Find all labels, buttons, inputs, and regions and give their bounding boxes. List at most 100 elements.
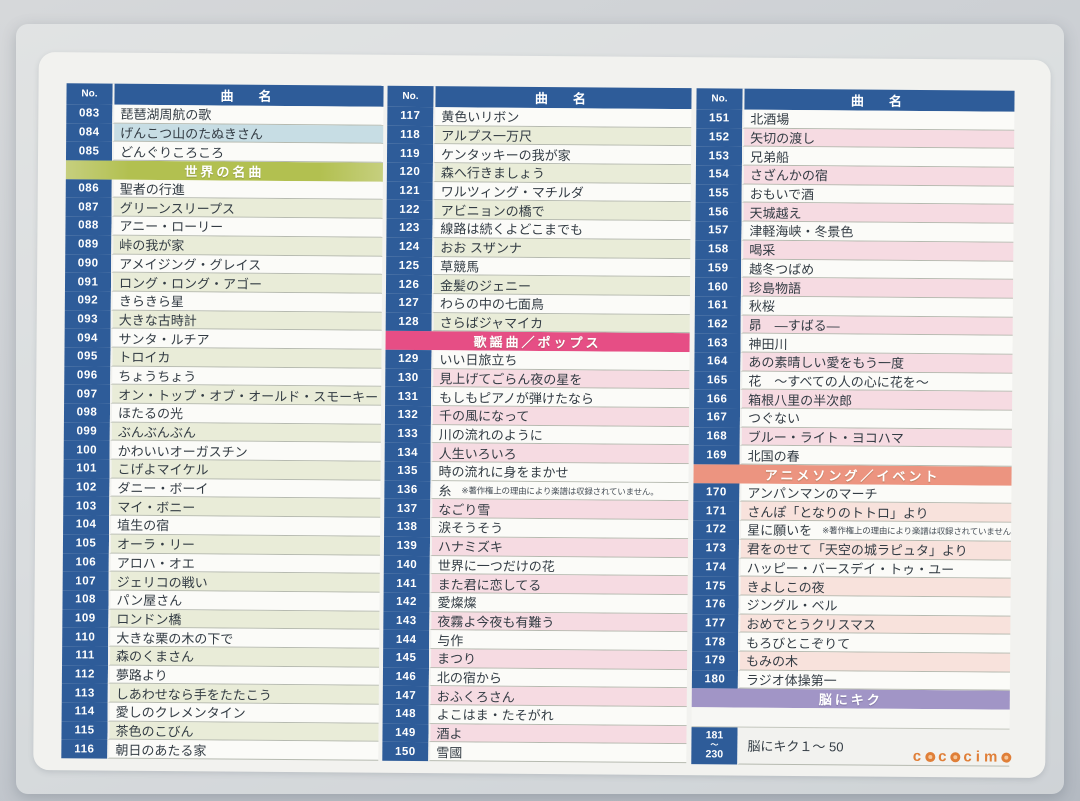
song-title-cell: ハッピー・バースデイ・トゥ・ユー [738, 558, 1011, 579]
song-number: 162 [694, 314, 741, 334]
song-title: 森のくまさん [116, 648, 195, 665]
song-title: 愛燦燦 [437, 595, 477, 611]
song-title-cell: ほたるの光 [109, 403, 382, 425]
song-title-cell: 天城越え [741, 202, 1014, 224]
song-row: 163 神田川 [694, 333, 1013, 355]
song-title: 黄色いリボン [441, 109, 520, 126]
song-number: 155 [695, 183, 742, 203]
song-number: 118 [387, 125, 434, 145]
song-title-cell: つぐない [739, 408, 1013, 430]
song-title: 夢路より [115, 667, 168, 684]
song-title-cell: 夢路より [107, 665, 380, 687]
song-number: 139 [383, 536, 431, 556]
song-title: ハッピー・バースデイ・トゥ・ユー [746, 560, 955, 578]
song-row: 097 オン・トップ・オブ・オールド・スモーキー [64, 384, 382, 406]
song-number: 136 [384, 480, 431, 500]
song-row: 177 おめでとうクリスマス [692, 613, 1011, 635]
song-title-cell: トロイカ [110, 347, 382, 369]
song-row: 122 アビニョンの橋で [386, 200, 691, 222]
song-title-cell: ぶんぶんぶん [109, 422, 381, 444]
song-number: 116 [61, 739, 108, 759]
song-title-cell: 愛しのクレメンタイン [107, 702, 379, 724]
song-title-cell: 涙そうそう [430, 518, 689, 539]
song-title: 茶色のこびん [115, 723, 194, 740]
song-title-cell: ロンドン橋 [108, 609, 380, 630]
song-title-cell: 千の風になって [430, 406, 690, 427]
song-title: 酒よ [436, 726, 463, 742]
song-number: 128 [385, 312, 432, 332]
column-header-name: 曲 名 [433, 86, 692, 110]
song-number: 089 [65, 235, 112, 255]
song-row: 090 アメイジング・グレイス [65, 253, 383, 275]
section-band: 歌謡曲／ポップス [385, 331, 690, 353]
song-number: 111 [62, 646, 109, 666]
song-row: 141 また君に恋してる [383, 573, 688, 596]
song-number: 169 [693, 445, 740, 465]
song-title: 大きな古時計 [118, 312, 197, 329]
song-title-cell: 雪國 [428, 742, 687, 764]
song-number: 178 [692, 632, 739, 652]
song-number: 176 [692, 595, 739, 615]
song-title-cell: 川の流れのように [430, 424, 689, 446]
song-row: 151 北酒場 [696, 109, 1015, 131]
song-title: おお スザンナ [440, 240, 522, 256]
song-title-cell: アルプス一万尺 [433, 125, 692, 147]
song-title-cell: ブルー・ライト・ヨコハマ [739, 427, 1012, 449]
song-row: 085 どんぐりころころ [65, 141, 384, 163]
table-header-row: No. 曲 名 [66, 83, 384, 107]
song-title: 越冬つばめ [749, 261, 815, 277]
song-row: 107 ジェリコの戦い [62, 571, 380, 593]
song-title: 人生いろいろ [438, 445, 517, 462]
song-number: 174 [692, 557, 739, 577]
song-row: 106 アロハ・オエ [62, 552, 380, 574]
song-title-cell: 琵琶湖周航の歌 [112, 104, 384, 126]
song-title: かわいいオーガスチン [117, 443, 248, 460]
song-number: 166 [694, 389, 741, 409]
song-title: オーラ・リー [116, 536, 196, 553]
song-number: 171 [693, 501, 740, 521]
song-number: 153 [695, 146, 743, 166]
song-title: 世界に一つだけの花 [437, 558, 555, 574]
song-title-cell: ジェリコの戦い [108, 571, 380, 593]
song-title-cell: 北酒場 [742, 109, 1015, 131]
song-title: 神田川 [748, 336, 788, 352]
song-row: 119 ケンタッキーの我が家 [386, 144, 692, 166]
song-number: 132 [384, 405, 432, 425]
song-title-cell: 金髪のジェニー [431, 275, 691, 297]
song-number: 140 [383, 555, 430, 575]
song-title-cell: 峠の我が家 [111, 235, 383, 257]
song-number: 146 [382, 667, 430, 687]
song-row: 124 おお スザンナ [386, 237, 691, 259]
song-row: 137 なごり雪 [384, 499, 689, 521]
song-title: ロンドン橋 [116, 611, 182, 628]
song-title-cell: 茶色のこびん [107, 721, 379, 743]
song-title-cell: ダニー・ボーイ [109, 478, 381, 500]
song-title: もしもピアノが弾けたなら [439, 389, 595, 407]
song-row: 156 天城越え [695, 202, 1014, 224]
song-number: 165 [694, 370, 741, 390]
song-title-cell: 線路は続くよどこまでも [432, 219, 691, 240]
song-title-cell: アビニョンの橋で [432, 200, 691, 222]
song-title-cell: 聖者の行進 [111, 179, 383, 201]
song-row: 100 かわいいオーガスチン [63, 440, 381, 462]
song-title: ブルー・ライト・ヨコハマ [747, 429, 904, 446]
song-row: 110 大きな栗の木の下で [62, 627, 380, 649]
section-band: 世界の名曲 [65, 160, 383, 182]
song-row: 158 喝采 [695, 240, 1014, 262]
song-row: 113 しあわせなら手をたたこう [61, 683, 379, 705]
song-title-cell: まつり [429, 649, 688, 670]
song-title: 箱根八里の半次郎 [748, 392, 853, 409]
song-row: 136 糸 ※著作権上の理由により楽譜は収録されていません。 [384, 480, 689, 502]
song-number: 134 [384, 443, 431, 463]
song-row: 155 おもいで酒 [695, 183, 1014, 206]
song-row: 126 金髪のジェニー [385, 274, 691, 297]
song-row: 087 グリーンスリープス [65, 197, 383, 219]
song-title-cell: 大きな栗の木の下で [108, 627, 380, 649]
song-title: 秋桜 [748, 298, 775, 315]
song-row: 174 ハッピー・バースデイ・トゥ・ユー [692, 557, 1011, 579]
song-title: げんこつ山のたぬきさん [120, 125, 264, 142]
song-title-cell: おお スザンナ [432, 237, 691, 259]
song-title-cell: 世界に一つだけの花 [429, 555, 688, 577]
song-number: 172 [693, 520, 740, 540]
song-title: おもいで酒 [749, 186, 815, 203]
